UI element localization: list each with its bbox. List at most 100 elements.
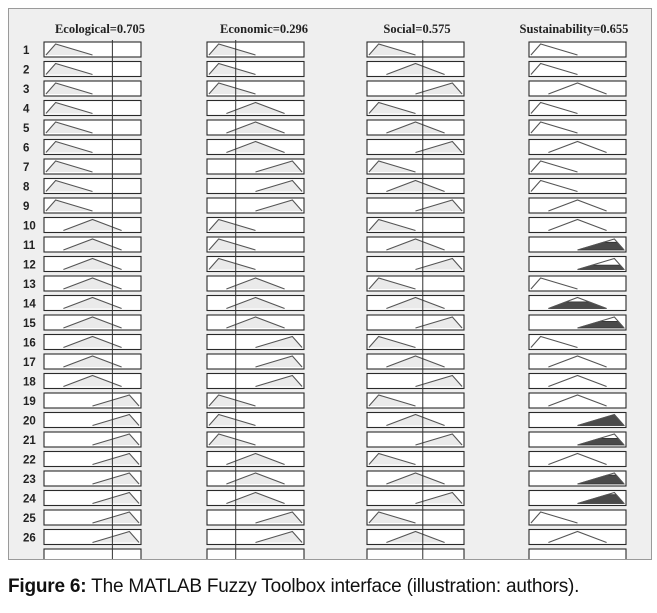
mf-triangle	[577, 491, 625, 505]
rule-number: 7	[23, 162, 29, 174]
rule-number: 24	[23, 494, 36, 506]
mf-triangle	[548, 82, 607, 95]
mf-triangle	[386, 413, 445, 427]
mf-triangle	[415, 199, 463, 212]
rule-number: 13	[23, 279, 36, 291]
rule-number: 18	[23, 377, 36, 389]
mf-area	[226, 453, 285, 465]
mf-area	[45, 102, 93, 114]
mf-area	[63, 336, 122, 348]
mf-area	[386, 63, 445, 75]
mf-area	[63, 278, 122, 289]
mf-triangle	[368, 160, 416, 173]
mf-box-sustainability	[528, 41, 627, 58]
mf-triangle	[577, 413, 625, 427]
mf-area	[255, 200, 303, 211]
rule-number: 6	[23, 143, 29, 155]
mf-area	[386, 239, 445, 250]
mf-triangle	[92, 530, 140, 544]
mf-triangle	[368, 511, 416, 524]
mf-area	[386, 473, 445, 484]
mf-area	[92, 531, 140, 543]
mf-area	[226, 473, 285, 484]
rule-number: 23	[23, 474, 36, 486]
mf-area	[63, 297, 122, 309]
mf-area	[226, 297, 285, 309]
mf-triangle	[386, 62, 445, 76]
rule-number: 22	[23, 455, 36, 467]
mf-triangle	[208, 82, 256, 95]
mf-area	[45, 141, 93, 153]
mf-area	[368, 44, 416, 55]
rule-number: 20	[23, 416, 36, 428]
mf-area	[386, 356, 445, 367]
mf-area	[368, 453, 416, 465]
mf-triangle	[255, 179, 303, 193]
rule-number: 17	[23, 357, 36, 369]
mf-triangle	[208, 218, 256, 232]
rule-number: 19	[23, 396, 36, 408]
mf-area	[255, 336, 303, 348]
mf-area	[255, 375, 303, 387]
mf-area	[386, 531, 445, 543]
figure-caption: Figure 6: The MATLAB Fuzzy Toolbox inter…	[8, 576, 653, 598]
mf-triangle	[530, 62, 578, 76]
mf-triangle	[45, 121, 93, 134]
mf-triangle	[92, 491, 140, 505]
mf-area	[226, 492, 285, 504]
mf-triangle	[548, 218, 607, 232]
mf-box-sustainability	[528, 119, 627, 136]
mf-area	[226, 141, 285, 153]
mf-area	[92, 414, 140, 426]
mf-triangle	[208, 433, 256, 446]
mf-triangle	[255, 335, 303, 349]
rule-number: 2	[23, 65, 29, 77]
mf-triangle	[45, 43, 93, 56]
mf-area	[386, 297, 445, 309]
mf-box-sustainability	[528, 60, 627, 78]
mf-triangle	[208, 257, 256, 271]
mf-area	[45, 200, 93, 211]
mf-area	[368, 161, 416, 172]
mf-area	[45, 161, 93, 172]
mf-triangle	[208, 413, 256, 427]
mf-area	[255, 161, 303, 172]
mf-triangle	[255, 355, 303, 368]
mf-area	[386, 180, 445, 192]
mf-area	[208, 434, 256, 445]
column-header-ecological: Ecological=0.705	[55, 22, 145, 36]
mf-area	[368, 336, 416, 348]
mf-area	[368, 102, 416, 114]
mf-box-partial	[366, 548, 465, 559]
mf-triangle	[208, 238, 256, 251]
mf-area	[208, 258, 256, 270]
mf-triangle	[415, 82, 463, 95]
mf-area	[226, 317, 285, 328]
rule-number: 15	[23, 318, 36, 330]
mf-triangle	[368, 394, 416, 407]
mf-area	[92, 453, 140, 465]
column-header-sustainability: Sustainability=0.655	[520, 22, 629, 36]
mf-triangle	[255, 374, 303, 388]
mf-area	[415, 258, 463, 270]
mf-box-sustainability	[528, 509, 627, 526]
rule-number: 14	[23, 299, 36, 311]
figure-caption-label: Figure 6:	[8, 576, 87, 597]
mf-triangle	[368, 335, 416, 349]
mf-area	[63, 239, 122, 250]
mf-triangle	[92, 394, 140, 407]
rule-number: 1	[23, 45, 30, 57]
mf-triangle	[548, 296, 607, 310]
mf-box-partial	[528, 548, 627, 559]
mf-triangle	[415, 257, 463, 271]
mf-triangle	[368, 277, 416, 290]
rule-number: 25	[23, 513, 36, 525]
mf-area	[45, 44, 93, 55]
mf-triangle	[45, 62, 93, 76]
mf-triangle	[255, 160, 303, 173]
mf-triangle	[577, 472, 625, 485]
mf-triangle	[530, 335, 578, 349]
mf-triangle	[530, 179, 578, 193]
mf-triangle	[255, 511, 303, 524]
mf-area	[368, 395, 416, 406]
